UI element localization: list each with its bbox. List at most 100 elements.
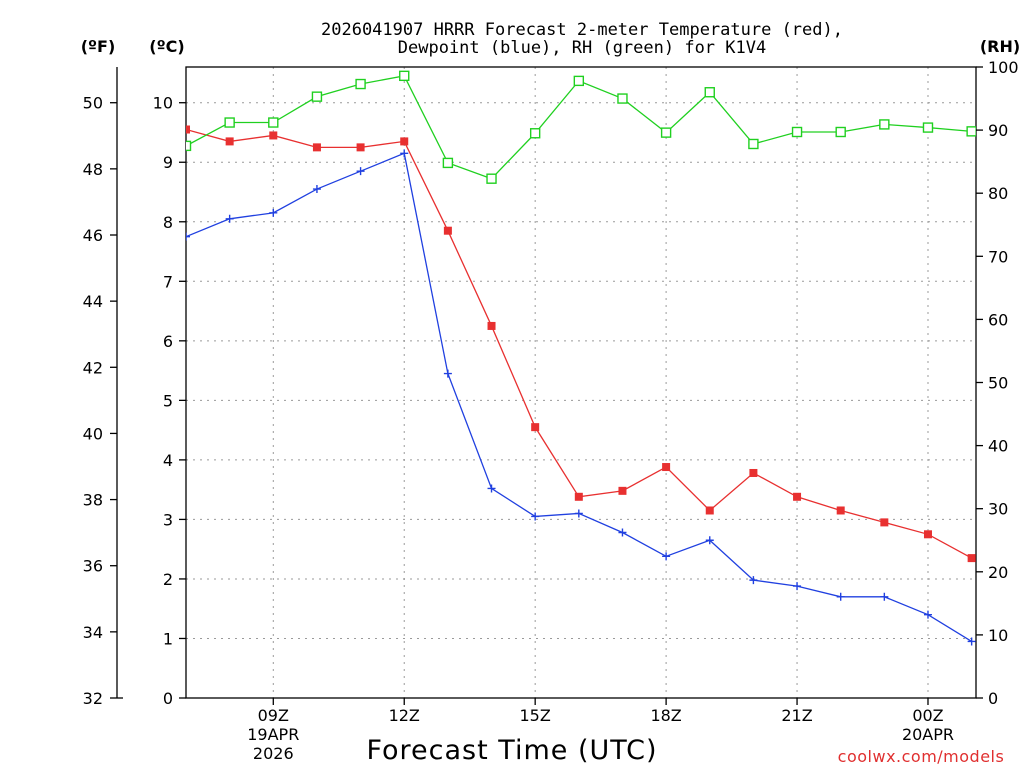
rh-tick-label: 60 bbox=[988, 310, 1008, 329]
celsius-tick-label: 3 bbox=[163, 510, 173, 529]
x-tick-date-label: 19APR bbox=[247, 725, 299, 744]
2-meter-temperature-point bbox=[793, 492, 802, 501]
rh-point bbox=[355, 78, 366, 90]
rh-point bbox=[224, 117, 235, 128]
chart-title-line2: Dewpoint (blue), RH (green) for K1V4 bbox=[398, 38, 766, 58]
rh-point bbox=[268, 117, 279, 128]
rh-tick-label: 30 bbox=[988, 500, 1008, 519]
fahrenheit-tick-label: 36 bbox=[83, 557, 103, 576]
fahrenheit-tick-label: 38 bbox=[83, 491, 103, 510]
celsius-tick-label: 2 bbox=[163, 570, 173, 589]
fahrenheit-unit-label: (ºF) bbox=[81, 37, 116, 56]
rh-point bbox=[791, 126, 803, 138]
dewpoint-point bbox=[836, 592, 845, 601]
fahrenheit-tick-label: 34 bbox=[83, 623, 103, 642]
dewpoint-line bbox=[186, 152, 972, 643]
plot-series bbox=[186, 70, 976, 646]
celsius-tick-label: 1 bbox=[163, 629, 173, 648]
rh-point bbox=[835, 126, 846, 138]
rh-point bbox=[879, 119, 890, 130]
rh-point bbox=[573, 75, 585, 87]
dewpoint-point bbox=[574, 509, 583, 518]
x-tick-label: 00Z bbox=[912, 706, 943, 725]
2-meter-temperature-point bbox=[356, 143, 365, 152]
rh-point bbox=[922, 122, 934, 133]
fahrenheit-tick-label: 42 bbox=[83, 358, 103, 377]
rh-tick-label: 80 bbox=[988, 184, 1008, 203]
2-meter-temperature-point bbox=[662, 463, 671, 472]
dewpoint-point bbox=[186, 232, 190, 241]
rh-tick-label: 20 bbox=[988, 563, 1008, 582]
x-tick-date-label: 20APR bbox=[902, 725, 954, 744]
rh-tick-label: 90 bbox=[988, 121, 1008, 140]
2-meter-temperature-point bbox=[269, 131, 278, 140]
fahrenheit-tick-label: 40 bbox=[83, 424, 103, 443]
dewpoint-point bbox=[225, 214, 234, 223]
dewpoint-point bbox=[662, 552, 671, 561]
2-meter-temperature-point bbox=[836, 506, 845, 515]
2-meter-temperature-point bbox=[618, 486, 627, 495]
rh-line bbox=[186, 75, 972, 180]
x-tick-label: 09Z bbox=[258, 706, 289, 725]
plot-frame bbox=[185, 66, 977, 699]
dewpoint-point bbox=[618, 528, 627, 537]
dewpoint-point bbox=[793, 582, 802, 591]
celsius-tick-label: 5 bbox=[163, 391, 173, 410]
dewpoint-point bbox=[967, 637, 976, 646]
rh-tick-label: 10 bbox=[988, 626, 1008, 645]
2-meter-temperature-point bbox=[749, 468, 758, 477]
dewpoint-point bbox=[531, 512, 540, 521]
rh-point bbox=[617, 93, 628, 104]
rh-point bbox=[311, 91, 323, 102]
fahrenheit-tick-label: 32 bbox=[83, 689, 103, 708]
celsius-tick-label: 4 bbox=[163, 451, 173, 470]
chart-title-line1: 2026041907 HRRR Forecast 2-meter Tempera… bbox=[321, 20, 843, 40]
celsius-tick-label: 8 bbox=[163, 213, 173, 232]
fahrenheit-tick-label: 44 bbox=[83, 292, 103, 311]
dewpoint-point bbox=[269, 208, 278, 217]
2-meter-temperature-point bbox=[186, 125, 190, 134]
2-meter-temperature-point bbox=[705, 506, 714, 515]
celsius-unit-label: (ºC) bbox=[149, 37, 184, 56]
rh-tick-label: 50 bbox=[988, 374, 1008, 393]
x-axis-title: Forecast Time (UTC) bbox=[366, 735, 657, 766]
2-meter-temperature-point bbox=[574, 492, 583, 501]
fahrenheit-tick-label: 50 bbox=[83, 94, 103, 113]
rh-point bbox=[529, 128, 541, 139]
2-meter-temperature-point bbox=[923, 530, 932, 539]
dewpoint-point bbox=[705, 536, 714, 545]
dewpoint-point bbox=[487, 484, 496, 493]
credit-link[interactable]: coolwx.com/models bbox=[838, 747, 1005, 766]
rh-point bbox=[486, 173, 497, 184]
dewpoint-point bbox=[400, 149, 409, 158]
rh-point bbox=[966, 126, 976, 137]
dewpoint-point bbox=[356, 167, 365, 176]
x-tick-label: 12Z bbox=[389, 706, 420, 725]
dewpoint-point bbox=[749, 576, 758, 585]
rh-point bbox=[442, 157, 454, 169]
celsius-tick-label: 0 bbox=[163, 689, 173, 708]
2-meter-temperature-point bbox=[967, 554, 976, 563]
rh-tick-label: 40 bbox=[988, 437, 1008, 456]
2-meter-temperature-point bbox=[312, 143, 321, 152]
rh-tick-label: 0 bbox=[988, 689, 998, 708]
2-meter-temperature-point bbox=[487, 321, 496, 330]
2-meter-temperature-point bbox=[880, 518, 889, 527]
dewpoint-point bbox=[443, 369, 452, 378]
rh-point bbox=[704, 87, 715, 98]
rh-point bbox=[660, 127, 672, 138]
celsius-tick-label: 10 bbox=[153, 94, 173, 113]
rh-point bbox=[186, 140, 192, 152]
dewpoint-point bbox=[312, 185, 321, 194]
x-tick-label: 21Z bbox=[781, 706, 812, 725]
x-tick-label: 15Z bbox=[520, 706, 551, 725]
2-meter-temperature-point bbox=[531, 423, 540, 432]
rh-point bbox=[399, 70, 410, 82]
series-group bbox=[186, 70, 976, 646]
x-tick-year-label: 2026 bbox=[253, 744, 294, 763]
axes bbox=[110, 66, 983, 705]
2-meter-temperature-point bbox=[443, 226, 452, 235]
rh-tick-label: 100 bbox=[988, 58, 1019, 77]
rh-unit-label: (RH) bbox=[980, 37, 1020, 56]
grid-lines bbox=[186, 67, 976, 698]
